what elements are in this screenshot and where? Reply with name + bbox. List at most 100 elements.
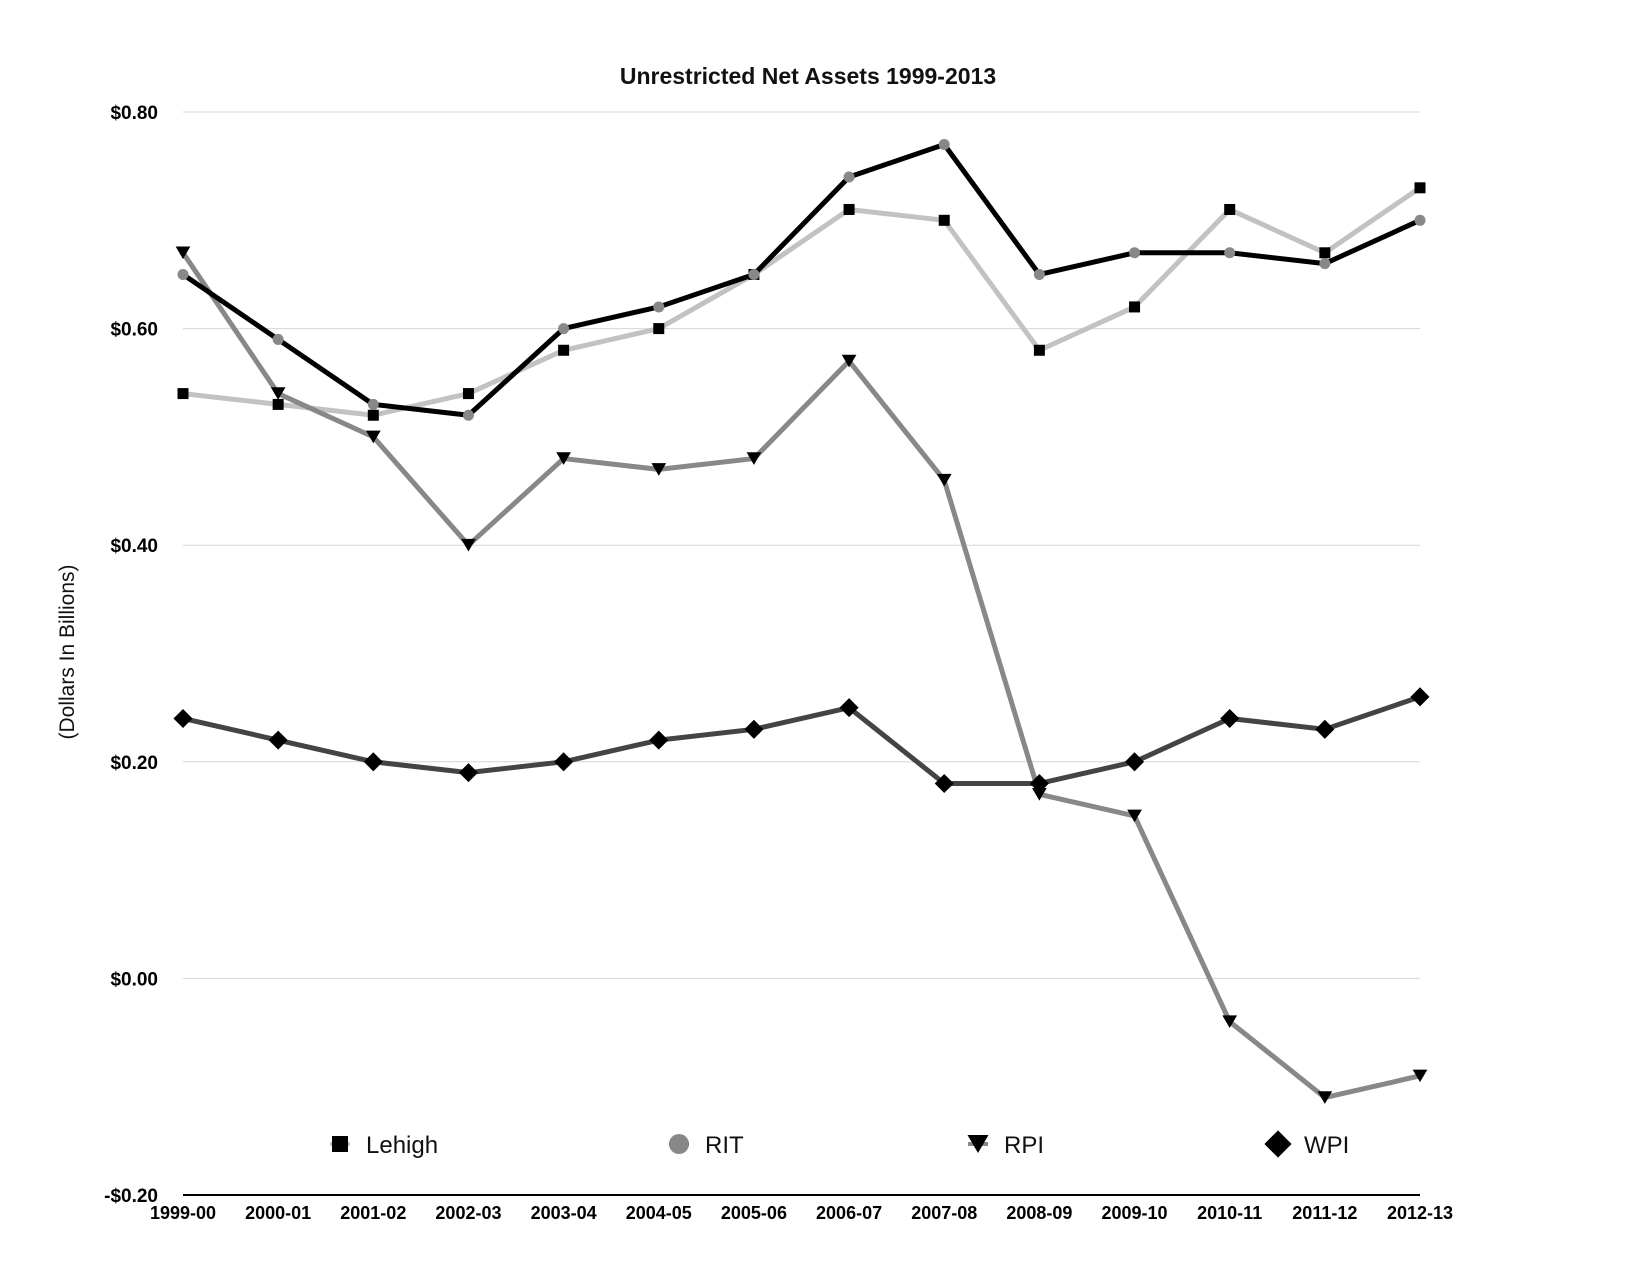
x-tick-label: 2000-01 (245, 1203, 311, 1223)
series-line-wpi (180, 694, 1423, 786)
data-point-rpi (365, 430, 381, 444)
data-point-rit (272, 333, 284, 345)
data-point-lehigh (1129, 301, 1141, 313)
data-point-lehigh (177, 388, 189, 400)
data-point-wpi (1410, 687, 1430, 707)
data-point-rpi (841, 354, 857, 368)
legend-marker-rit (669, 1134, 689, 1154)
data-point-lehigh (272, 398, 284, 410)
series-rit (177, 138, 1426, 421)
legend-item-rpi: RPI (967, 1132, 1044, 1159)
data-point-rpi (746, 452, 762, 465)
data-point-rit (558, 323, 570, 335)
data-point-wpi (1315, 719, 1335, 739)
data-point-rit (1319, 258, 1331, 270)
data-point-lehigh (462, 388, 474, 400)
x-tick-label: 1999-00 (150, 1203, 216, 1223)
data-point-rpi (651, 463, 667, 476)
data-point-lehigh (367, 409, 379, 421)
data-point-rit (367, 398, 379, 410)
data-point-wpi (363, 752, 383, 772)
legend-label: RIT (705, 1132, 744, 1159)
y-axis-label: (Dollars In Billions) (56, 564, 79, 739)
data-point-wpi (554, 752, 574, 772)
x-tick-label: 2005-06 (721, 1203, 787, 1223)
legend-marker-lehigh (332, 1136, 348, 1152)
series-lehigh (177, 182, 1426, 421)
data-point-wpi (1125, 752, 1145, 772)
data-point-wpi (173, 708, 193, 728)
x-tick-label: 2004-05 (626, 1203, 692, 1223)
data-point-rit (938, 138, 950, 150)
data-point-lehigh (1033, 344, 1045, 356)
legend-label: RPI (1004, 1132, 1044, 1159)
data-point-rit (1033, 268, 1045, 280)
x-tick-label: 2007-08 (911, 1203, 977, 1223)
x-tick-label: 2001-02 (340, 1203, 406, 1223)
data-point-rpi (936, 473, 952, 487)
data-point-rit (177, 268, 189, 280)
data-point-rit (1414, 214, 1426, 226)
series-line-rit (180, 141, 1423, 418)
legend-label: WPI (1304, 1132, 1349, 1159)
y-tick-label: $0.20 (110, 753, 158, 774)
data-point-rit (843, 171, 855, 183)
data-point-rpi (1127, 809, 1142, 823)
x-tick-label: 2010-11 (1197, 1203, 1262, 1223)
legend-marker-rpi (967, 1135, 989, 1153)
data-point-rpi (1222, 1015, 1238, 1029)
legend-item-lehigh: Lehigh (330, 1132, 438, 1159)
x-tick-label: 2002-03 (435, 1203, 501, 1223)
gridlines (183, 111, 1420, 1196)
data-point-wpi (268, 730, 288, 750)
y-tick-label: -$0.20 (104, 1186, 158, 1207)
x-tick-label: 2011-12 (1292, 1203, 1357, 1223)
series-wpi (173, 687, 1430, 793)
data-point-lehigh (1319, 247, 1331, 259)
data-point-wpi (934, 773, 954, 793)
data-point-lehigh (558, 344, 570, 356)
x-tick-label: 2006-07 (816, 1203, 882, 1223)
x-tick-label: 2003-04 (531, 1203, 597, 1223)
x-axis-ticks: 1999-00 2000-01 2001-02 2002-03 2003-04 2004-… (150, 1203, 1453, 1223)
data-point-rpi (1317, 1091, 1333, 1104)
data-point-rpi (175, 246, 191, 260)
series-lines (173, 138, 1430, 1104)
data-point-rit (748, 268, 760, 280)
data-point-rit (1224, 247, 1236, 259)
legend: Lehigh RIT RPI WPI (330, 1130, 1349, 1159)
data-point-rpi (1412, 1069, 1428, 1083)
legend-label: Lehigh (366, 1132, 438, 1159)
data-point-lehigh (843, 203, 855, 215)
series-line-rpi (180, 250, 1423, 1101)
data-point-lehigh (1224, 203, 1236, 215)
series-line-lehigh (180, 185, 1423, 418)
data-point-rit (653, 301, 665, 313)
data-point-lehigh (653, 323, 665, 335)
y-tick-label: $0.40 (110, 536, 158, 557)
data-point-rpi (270, 387, 286, 400)
series-rpi (175, 246, 1428, 1104)
data-point-rpi (461, 538, 476, 552)
data-point-wpi (458, 763, 478, 783)
y-tick-label: $0.60 (110, 320, 158, 341)
y-axis-ticks: $0.80 $0.60 $0.40 $0.20 $0.00 -$0.20 (104, 103, 158, 1207)
data-point-wpi (1029, 773, 1049, 793)
x-tick-label: 2008-09 (1006, 1203, 1072, 1223)
legend-item-wpi: WPI (1264, 1130, 1349, 1159)
chart-title: Unrestricted Net Assets 1999-2013 (620, 63, 996, 89)
data-point-lehigh (1414, 182, 1426, 194)
x-tick-label: 2009-10 (1102, 1203, 1168, 1223)
data-point-rpi (556, 452, 571, 465)
x-tick-label: 2012-13 (1387, 1203, 1453, 1223)
y-tick-label: $0.00 (110, 969, 158, 990)
data-point-wpi (744, 719, 764, 739)
data-point-wpi (649, 730, 669, 750)
data-point-wpi (839, 698, 859, 718)
data-point-rpi (1032, 787, 1047, 801)
legend-marker-wpi (1264, 1130, 1292, 1158)
y-tick-label: $0.80 (110, 103, 158, 124)
legend-item-rit: RIT (669, 1132, 744, 1159)
data-point-rit (1129, 247, 1141, 259)
